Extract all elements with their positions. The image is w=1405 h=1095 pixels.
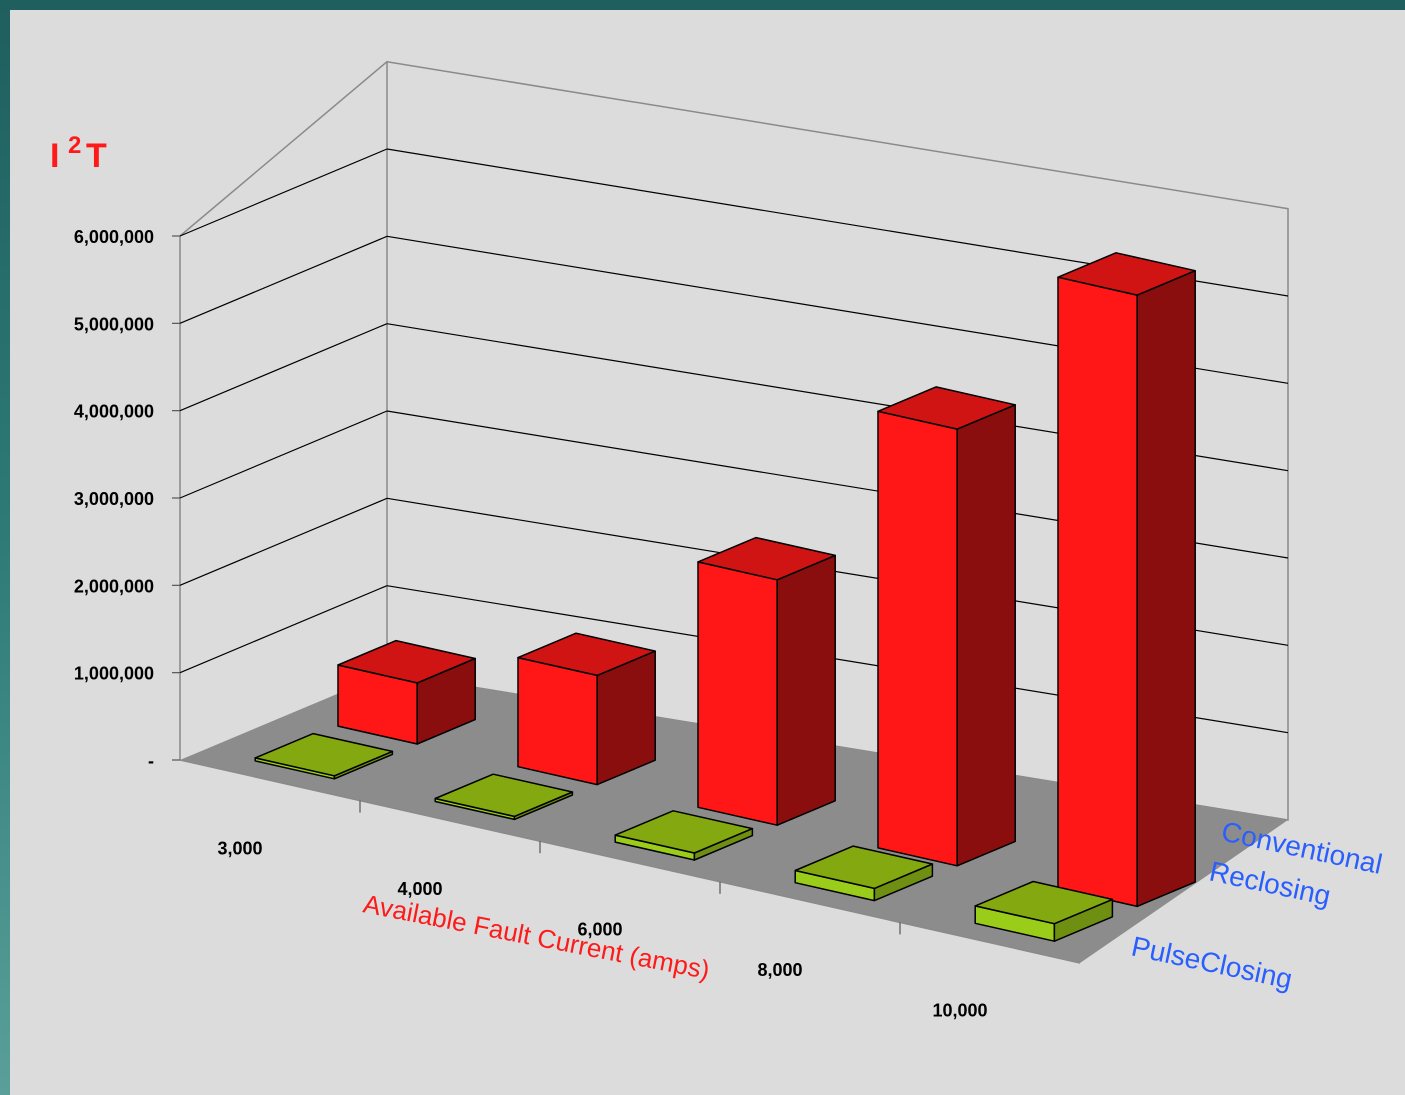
bar-side-face — [776, 554, 836, 826]
gridline-side-1 — [179, 585, 388, 674]
x-tick-label-0: 3,000 — [217, 838, 262, 858]
x-tick-label-3: 8,000 — [757, 960, 802, 980]
y-axis-title-rest: T — [86, 137, 107, 175]
bar-top-face — [434, 773, 574, 818]
bar-top-face — [614, 810, 754, 854]
bar-conventional-reclosing-4 — [1057, 252, 1196, 908]
y-tick-label-5: 5,000,000 — [74, 314, 154, 334]
x-tick-label-2: 6,000 — [577, 920, 622, 940]
bar-top-face — [877, 386, 1016, 430]
bar-side-face — [956, 404, 1016, 867]
y-tick-label-6: 6,000,000 — [74, 227, 154, 247]
x-axis-line — [179, 759, 1081, 964]
bar-conventional-reclosing-0 — [337, 639, 476, 745]
side-wall-top-edge — [179, 61, 388, 237]
bar-front-face — [697, 561, 778, 826]
bar-pulseclosing-1 — [434, 773, 574, 821]
bar-side-face — [1136, 269, 1196, 908]
bar-top-face — [1057, 252, 1196, 296]
bar-top-face — [517, 632, 656, 677]
bar-top-face — [974, 880, 1114, 925]
y-axis-title-base: I — [50, 137, 59, 175]
gridline-side-3 — [179, 410, 388, 499]
bar-pulseclosing-2 — [614, 810, 754, 861]
x-tick-label-4: 10,000 — [932, 1001, 987, 1021]
bar-top-face — [697, 536, 836, 581]
gridline-side-2 — [179, 497, 388, 586]
bar-top-face — [337, 639, 476, 684]
bar-conventional-reclosing-3 — [877, 386, 1016, 867]
gridline-side-5 — [179, 235, 388, 324]
y-axis-title-superscript: 2 — [68, 132, 81, 159]
bar-front-face — [517, 656, 598, 786]
y-tick-label-4: 4,000,000 — [74, 402, 154, 422]
bar-conventional-reclosing-1 — [517, 632, 656, 786]
bar-front-face — [877, 410, 958, 867]
bar-front-face — [1057, 276, 1138, 908]
bars-layer — [254, 252, 1196, 942]
y-tick-label-3: 3,000,000 — [74, 489, 154, 509]
gridline-side-4 — [179, 323, 388, 412]
gridline-side-6 — [179, 148, 388, 237]
bar-pulseclosing-3 — [794, 845, 934, 902]
y-tick-label-2: 2,000,000 — [74, 576, 154, 596]
y-tick-label-1: 1,000,000 — [74, 664, 154, 684]
bar-top-face — [254, 732, 394, 777]
x-tick-label-1: 4,000 — [397, 879, 442, 899]
bar-pulseclosing-0 — [254, 732, 394, 780]
bar-top-face — [794, 845, 934, 890]
bar-pulseclosing-4 — [974, 880, 1114, 942]
axis-layer: - 1,000,000 2,000,000 3,000,000 4,000,000 5,0… — [74, 227, 1081, 1021]
bar-conventional-reclosing-2 — [697, 536, 836, 826]
y-tick-label-0: - — [148, 751, 154, 771]
